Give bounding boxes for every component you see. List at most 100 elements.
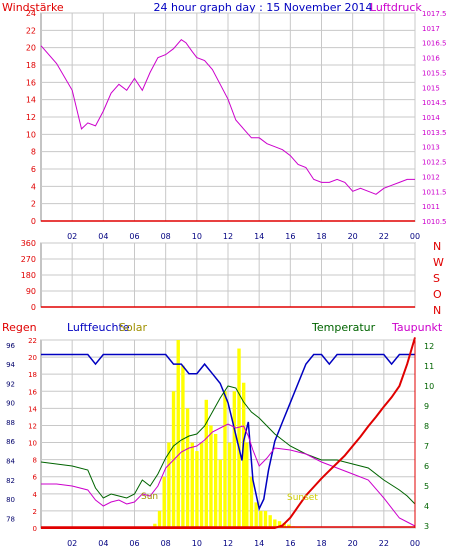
solar-bar (199, 442, 204, 528)
luftfeuchte-tick-label: 80 (6, 496, 15, 504)
luftfeuchte-label: Luftfeuchte (67, 321, 130, 334)
regen-tick-label: 0 (33, 525, 37, 533)
bottom-x-tick-label: 20 (348, 539, 358, 548)
top-left-tick-label: 22 (26, 26, 36, 35)
bottom-x-tick-label: 14 (254, 539, 264, 548)
solar-bar (153, 523, 157, 528)
top-left-tick-label: 14 (26, 96, 36, 105)
solar-bar (195, 451, 199, 528)
top-x-tick-label: 20 (348, 232, 358, 241)
regen-ticks: 0 2 4 6 8 10 12 14 16 18 20 22 (28, 337, 37, 533)
regen-tick-label: 4 (33, 491, 38, 499)
regen-tick-label: 8 (33, 457, 37, 465)
middle-right-tick-label: N (433, 240, 441, 253)
luftfeuchte-tick-label: 82 (6, 477, 15, 485)
top-x-tick-label: 14 (254, 232, 264, 241)
top-right-tick-label: 1017.5 (422, 10, 447, 18)
solar-bar (181, 365, 185, 528)
top-right-tick-label: 1015 (422, 84, 440, 92)
middle-right-tick-label: S (433, 272, 440, 285)
sunset-label: Sunset (287, 493, 318, 503)
luftfeuchte-line (41, 353, 415, 511)
luftfeuchte-ticks: 78 80 82 84 86 88 90 92 94 96 (6, 342, 15, 524)
middle-right-tick-label: N (433, 304, 441, 317)
top-left-tick-label: 10 (26, 130, 36, 139)
luftfeuchte-tick-label: 94 (6, 361, 15, 369)
bottom-series (40, 337, 416, 529)
top-right-ticks: 1010.5 1011 1011.5 1012 1012.5 1013 1013.5 1014… (422, 10, 447, 226)
top-right-tick-label: 1013.5 (422, 129, 447, 137)
top-right-tick-label: 1014.5 (422, 99, 447, 107)
top-x-tick-label: 04 (98, 232, 108, 241)
temperatur-ticks: 3 4 5 6 7 8 9 10 11 12 (424, 342, 434, 531)
solar-bar (209, 425, 213, 528)
taupunkt-line (41, 423, 416, 527)
sunrise-label: Sun (141, 492, 158, 502)
regen-line (41, 337, 416, 529)
solar-bar (277, 521, 282, 528)
top-left-tick-label: 4 (31, 182, 36, 191)
solar-label: Solar (119, 321, 148, 334)
solar-bar (190, 442, 194, 528)
luftfeuchte-tick-label: 88 (6, 419, 15, 427)
temperatur-tick-label: 3 (424, 522, 429, 531)
middle-grid (41, 242, 416, 307)
regen-tick-label: 10 (28, 440, 37, 448)
top-left-tick-label: 18 (26, 61, 36, 70)
bottom-x-ticks: 02 04 06 08 10 12 14 16 18 20 22 00 (67, 539, 420, 548)
solar-bar (167, 442, 171, 528)
top-right-tick-label: 1015.5 (422, 69, 447, 77)
top-series (40, 39, 415, 222)
top-left-tick-label: 2 (31, 200, 36, 209)
temperatur-tick-label: 7 (424, 442, 429, 451)
middle-left-tick-label: 0 (31, 303, 36, 312)
solar-bar (237, 348, 241, 528)
top-left-tick-label: 20 (26, 44, 36, 53)
luftdruck-label: Luftdruck (370, 1, 422, 14)
bottom-x-tick-label: 18 (316, 539, 326, 548)
bottom-x-tick-label: 02 (67, 539, 77, 548)
top-x-tick-label: 22 (379, 232, 389, 241)
middle-left-tick-label: 360 (21, 239, 36, 248)
taupunkt-label: Taupunkt (391, 321, 443, 334)
solar-bar (162, 476, 166, 528)
top-x-tick-label: 00 (410, 232, 420, 241)
temperatur-tick-label: 6 (424, 462, 429, 471)
regen-tick-label: 22 (28, 337, 37, 345)
solar-bar (232, 391, 237, 528)
solar-bar (254, 502, 258, 528)
solar-bar (263, 510, 268, 528)
middle-left-tick-label: 90 (26, 287, 36, 296)
top-x-tick-label: 06 (129, 232, 139, 241)
luftfeuchte-tick-label: 92 (6, 380, 15, 388)
solar-bar (273, 519, 277, 528)
luftfeuchte-tick-label: 96 (6, 342, 15, 350)
top-right-tick-label: 1012.5 (422, 159, 447, 167)
regen-tick-label: 12 (28, 422, 37, 430)
bottom-x-tick-label: 12 (223, 539, 233, 548)
middle-left-ticks: 0 90 180 270 360 (21, 239, 36, 312)
top-x-ticks: 02 04 06 08 10 12 14 16 18 20 22 00 (67, 232, 420, 241)
top-right-tick-label: 1011.5 (422, 188, 447, 196)
solar-bar (204, 399, 208, 528)
top-right-tick-label: 1016 (422, 55, 440, 63)
top-right-tick-label: 1016.5 (422, 40, 447, 48)
top-right-tick-label: 1010.5 (422, 218, 447, 226)
middle-left-tick-label: 270 (21, 255, 36, 264)
middle-right-tick-label: W (433, 256, 444, 269)
top-x-tick-label: 08 (161, 232, 171, 241)
regen-tick-label: 16 (28, 388, 37, 396)
bottom-x-tick-label: 04 (98, 539, 108, 548)
top-x-tick-label: 16 (285, 232, 295, 241)
top-right-tick-label: 1014 (422, 114, 440, 122)
top-left-tick-label: 24 (26, 9, 36, 18)
temperatur-tick-label: 4 (424, 502, 429, 511)
temperatur-label: Temperatur (311, 321, 376, 334)
top-left-tick-label: 0 (31, 217, 36, 226)
top-left-tick-label: 8 (31, 148, 36, 157)
middle-right-tick-label: O (433, 288, 442, 301)
solar-bar (249, 476, 254, 528)
regen-tick-label: 6 (33, 474, 38, 482)
top-right-tick-label: 1012 (422, 173, 440, 181)
bottom-x-tick-label: 00 (410, 539, 420, 548)
